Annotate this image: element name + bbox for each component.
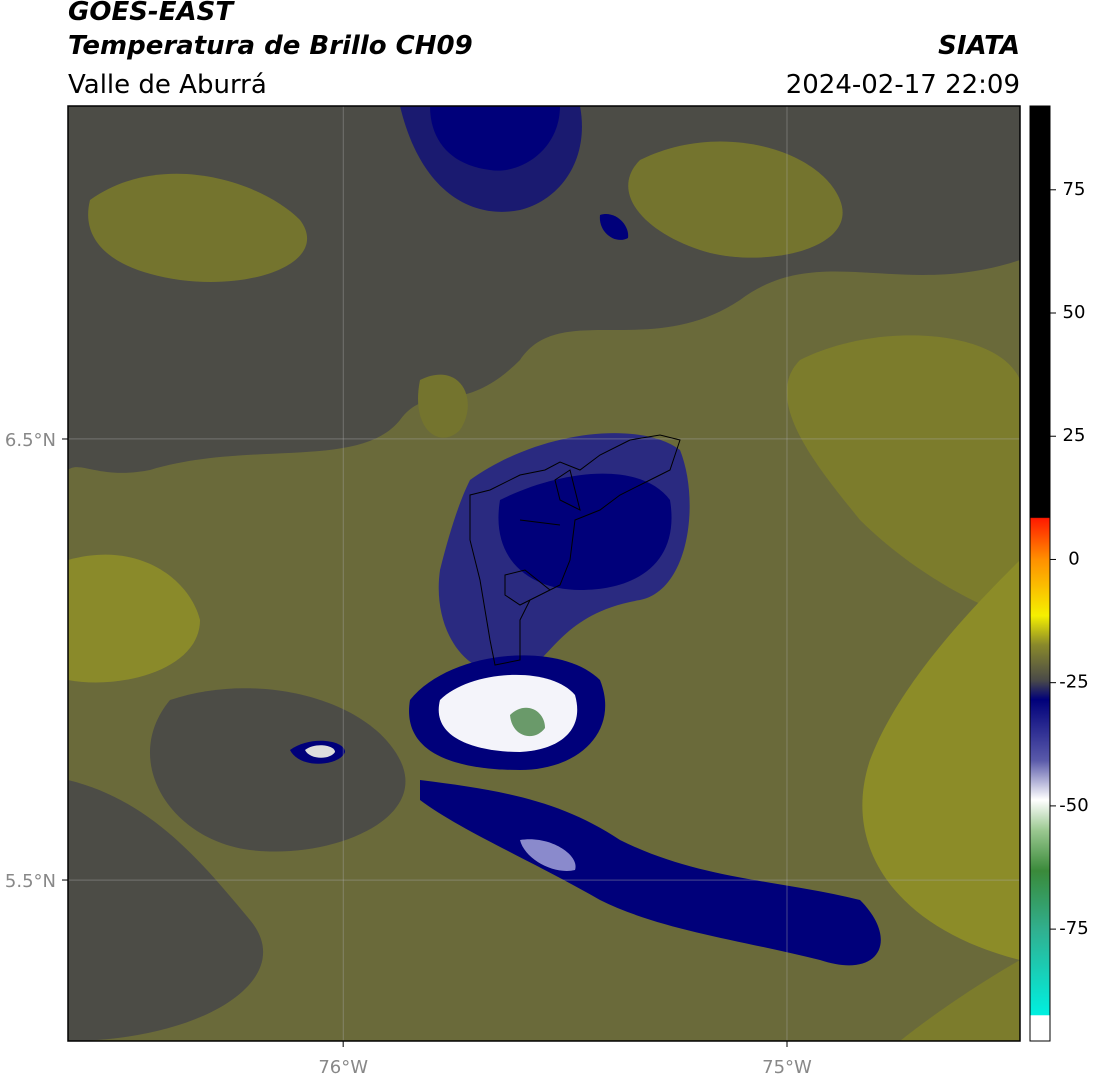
y-tick-label: 5.5°N [5,871,56,892]
datetime: 2024-02-17 22:09 [786,70,1020,100]
source: SIATA [938,31,1020,61]
municipal-boundaries [469,434,681,666]
x-tick-label: 76°W [318,1057,368,1078]
region: Valle de Aburrá [68,70,267,100]
colorbar-tick-label: -50 [1059,795,1088,816]
y-tick-label: 6.5°N [5,430,56,451]
colorbar-tick-label: -25 [1059,672,1088,693]
map-frame [67,105,1021,1042]
map-image [68,106,1020,1041]
colorbar-tick-label: 75 [1063,179,1086,200]
x-tick-label: 75°W [762,1057,812,1078]
colorbar-tick-label: 0 [1068,548,1079,569]
title: GOES-EAST [68,0,235,27]
colorbar [1029,105,1051,1042]
colorbar-tick-label: 50 [1063,302,1086,323]
subtitle: Temperatura de Brillo CH09 [68,31,473,61]
colorbar-tick-label: -75 [1059,918,1088,939]
colorbar-tick-label: 25 [1063,425,1086,446]
